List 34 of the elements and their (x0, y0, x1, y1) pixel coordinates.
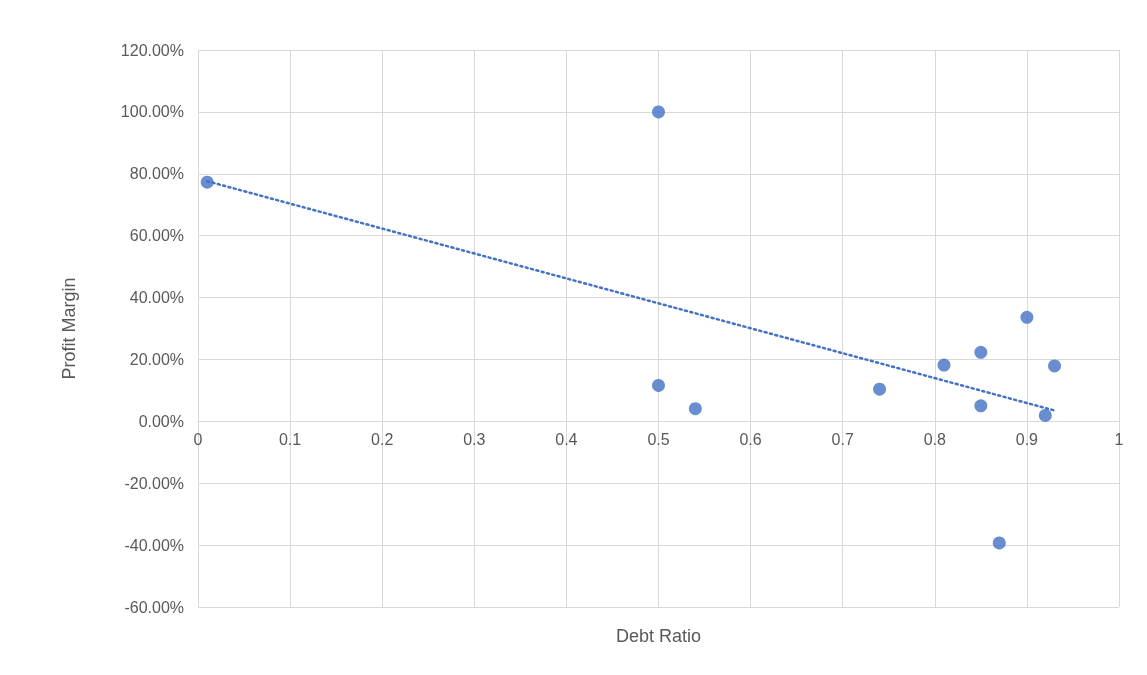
point (652, 105, 665, 119)
y-tick-label: 80.00% (129, 165, 184, 183)
point (873, 382, 887, 396)
y-tick-label: 60.00% (129, 227, 184, 245)
x-tick-label: 0.2 (371, 430, 394, 448)
point (974, 345, 988, 359)
y-tick-label: 20.00% (129, 350, 184, 368)
y-tick-label: 100.00% (120, 103, 184, 121)
y-axis-title: Profit Margin (59, 277, 79, 380)
x-tick-label: 1 (1114, 430, 1124, 448)
x-tick-label: 0.8 (923, 430, 947, 448)
x-tick-label: 0.6 (739, 430, 762, 448)
x-tick-label: 0.1 (278, 430, 302, 448)
x-tick-label: 0 (193, 430, 203, 448)
point (1038, 408, 1052, 422)
point (652, 378, 665, 392)
x-tick-label: 0.5 (647, 430, 670, 448)
point (992, 536, 1006, 550)
x-tick-label: 0.4 (555, 430, 578, 448)
point (974, 399, 988, 413)
x-tick-label: 0.3 (463, 430, 486, 448)
y-tick-label: 40.00% (129, 289, 184, 307)
point (688, 402, 702, 416)
x-tick-label: 0.7 (831, 430, 854, 448)
point (1048, 359, 1062, 373)
y-tick-label: 0.00% (138, 412, 184, 430)
point (937, 358, 951, 372)
y-tick-label: 120.00% (120, 41, 184, 59)
y-tick-label: -60.00% (124, 598, 184, 616)
y-tick-label: -20.00% (124, 474, 184, 492)
x-axis-title: Debt Ratio (615, 626, 702, 646)
x-tick-label: 0.9 (1015, 430, 1039, 448)
point (1020, 310, 1034, 324)
y-tick-label: -40.00% (124, 536, 184, 554)
